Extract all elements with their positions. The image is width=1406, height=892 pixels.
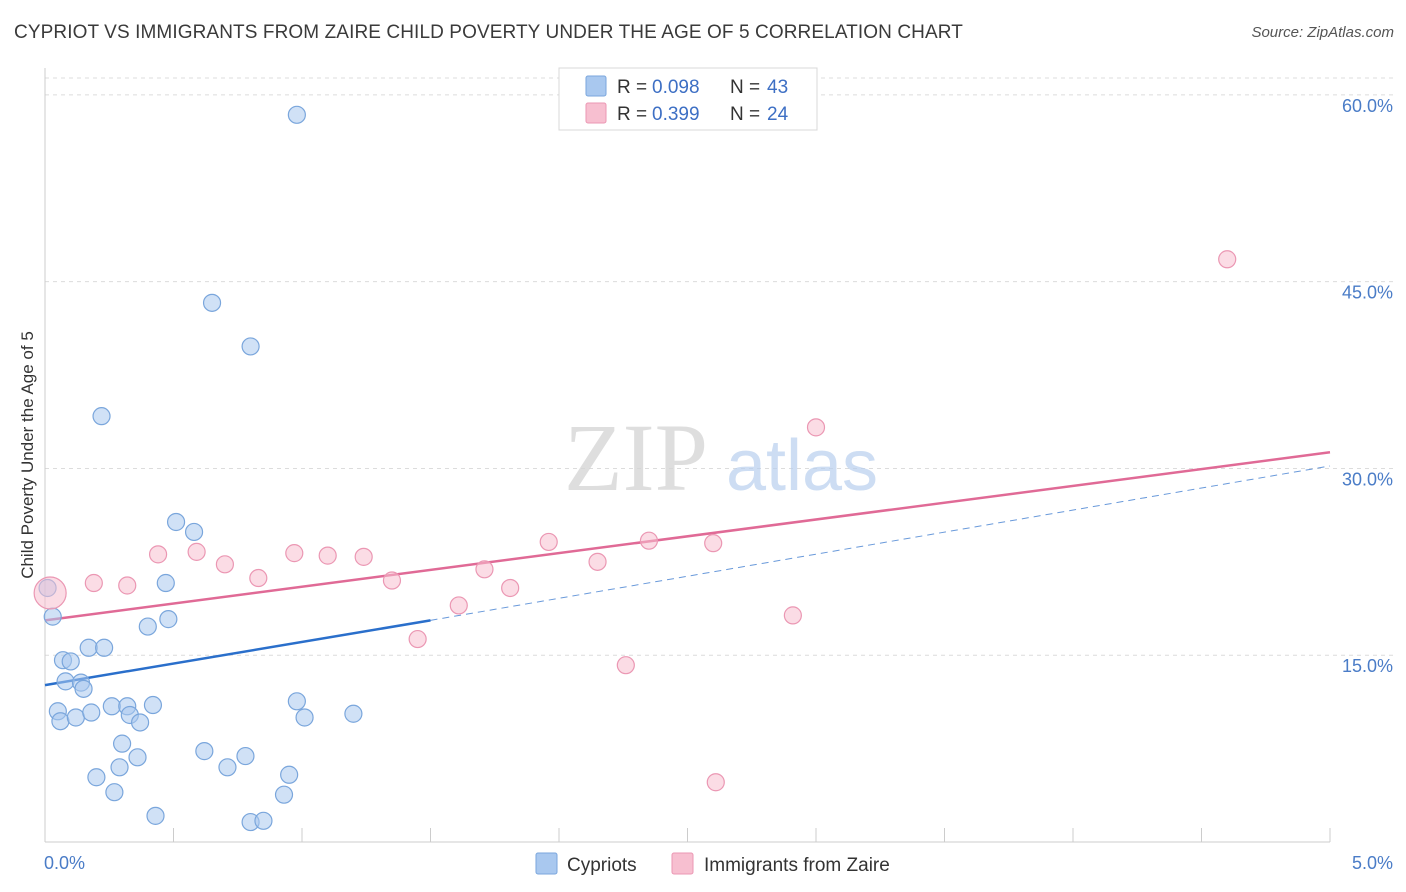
- zaire-point-16: [588, 552, 607, 571]
- watermark-zip: ZIP: [564, 404, 708, 511]
- legend-r-value-0: 0.098: [652, 77, 700, 98]
- zaire-trend-line: [44, 451, 1331, 622]
- zaire-point-22: [806, 418, 826, 437]
- cypriots-point-34: [241, 337, 260, 356]
- zaire-point-19: [706, 773, 725, 792]
- cypriots-point-38: [280, 765, 299, 784]
- cypriots-point-11: [82, 703, 101, 722]
- legend-swatch-1: [585, 102, 607, 124]
- cypriots-point-3: [51, 712, 70, 731]
- zaire-point-21: [783, 606, 802, 625]
- trend-lines: [44, 451, 1331, 687]
- axes: [44, 68, 1331, 843]
- cypriots-point-29: [184, 522, 204, 542]
- cypriots-point-41: [295, 708, 314, 727]
- y-tick-label-2: 45.0%: [1342, 283, 1393, 303]
- legend-r-label-1: R =: [617, 104, 647, 125]
- bottom-legend-swatch-zaire: [671, 852, 694, 875]
- bottom-legend: Cypriots Immigrants from Zaire: [535, 852, 890, 876]
- zaire-point-4: [187, 542, 206, 561]
- zaire-point-14: [501, 578, 520, 598]
- legend-r-value-1: 0.399: [652, 104, 700, 125]
- cypriots-point-31: [202, 293, 222, 312]
- zaire-point-8: [318, 546, 337, 565]
- zaire-point-1: [84, 573, 103, 593]
- zaire-point-5: [215, 555, 234, 574]
- zaire-point-15: [539, 532, 558, 552]
- cypriots-point-28: [166, 512, 186, 532]
- cypriots-point-18: [112, 734, 132, 753]
- cypriots-point-25: [146, 806, 165, 825]
- cypriots-point-42: [344, 704, 363, 723]
- x-tick-label-1: 5.0%: [1352, 853, 1393, 873]
- data-points: [33, 105, 1237, 832]
- cypriots-point-21: [128, 748, 147, 767]
- zaire-point-11: [408, 629, 427, 649]
- y-tick-label-1: 30.0%: [1342, 469, 1393, 489]
- zaire-point-20: [704, 534, 723, 553]
- zaire-point-10: [382, 571, 402, 590]
- zaire-point-6: [249, 568, 268, 588]
- legend-r-label-0: R =: [617, 77, 647, 98]
- cypriots-point-40: [287, 105, 306, 124]
- y-tick-labels: 15.0% 30.0% 45.0% 60.0%: [1342, 96, 1393, 676]
- y-tick-label-0: 15.0%: [1342, 656, 1393, 676]
- cypriots-point-16: [105, 783, 124, 802]
- gridlines: [45, 77, 1395, 656]
- cypriots-point-30: [195, 742, 214, 761]
- cypriots-point-39: [287, 692, 306, 711]
- zaire-point-12: [449, 596, 468, 615]
- source-credit: Source: ZipAtlas.com: [1251, 24, 1394, 41]
- cypriots-point-15: [102, 697, 121, 716]
- zaire-point-3: [148, 545, 168, 564]
- zaire-point-18: [639, 531, 659, 550]
- watermark: ZIP atlas: [564, 404, 878, 511]
- cypriots-point-22: [130, 713, 150, 732]
- cypriots-point-37: [274, 785, 294, 804]
- watermark-atlas: atlas: [726, 426, 878, 506]
- bottom-legend-label-cypriots: Cypriots: [567, 855, 637, 876]
- zaire-point-23: [1218, 250, 1237, 269]
- cypriots-point-32: [218, 758, 237, 777]
- cypriots-point-17: [110, 758, 129, 777]
- zaire-point-7: [285, 544, 304, 563]
- legend-n-label-0: N =: [730, 77, 760, 98]
- cypriots-point-26: [156, 573, 175, 593]
- cypriots-point-7: [66, 708, 85, 727]
- cypriots-point-10: [79, 638, 98, 657]
- legend-n-value-0: 43: [767, 77, 788, 98]
- cypriots-point-13: [92, 407, 111, 426]
- chart-title: CYPRIOT VS IMMIGRANTS FROM ZAIRE CHILD P…: [14, 22, 963, 43]
- x-tick-label-0: 0.0%: [44, 853, 85, 873]
- zaire-point-2: [118, 576, 137, 595]
- cypriots-point-23: [138, 617, 157, 636]
- cypriots-point-1: [43, 607, 62, 626]
- bottom-legend-swatch-cypriots: [535, 852, 558, 875]
- cypriots-point-12: [87, 768, 106, 787]
- cypriots-point-6: [61, 652, 80, 671]
- cypriots-point-5: [56, 672, 75, 691]
- cypriots-point-14: [95, 638, 114, 657]
- legend-n-value-1: 24: [767, 104, 789, 125]
- legend: R = 0.098 N = 43 R = 0.399 N = 24: [558, 67, 818, 131]
- cypriots-point-27: [159, 610, 178, 629]
- legend-n-label-1: N =: [730, 104, 760, 125]
- zaire-point-17: [616, 656, 635, 675]
- cypriots-point-24: [143, 695, 163, 715]
- zaire-point-9: [354, 547, 373, 566]
- x-tick-labels: 0.0% 5.0%: [44, 853, 1393, 873]
- zaire-point-13: [475, 560, 494, 579]
- bottom-legend-label-zaire: Immigrants from Zaire: [704, 855, 890, 876]
- cypriots-point-9: [74, 679, 93, 698]
- cypriots-trend-line: [44, 619, 431, 687]
- cypriots-point-36: [254, 811, 273, 830]
- cypriots-point-33: [236, 746, 255, 766]
- y-tick-label-3: 60.0%: [1342, 96, 1393, 116]
- cypriots-trend-extension: [430, 465, 1331, 621]
- zaire-point-0: [33, 576, 67, 610]
- legend-swatch-0: [585, 75, 607, 97]
